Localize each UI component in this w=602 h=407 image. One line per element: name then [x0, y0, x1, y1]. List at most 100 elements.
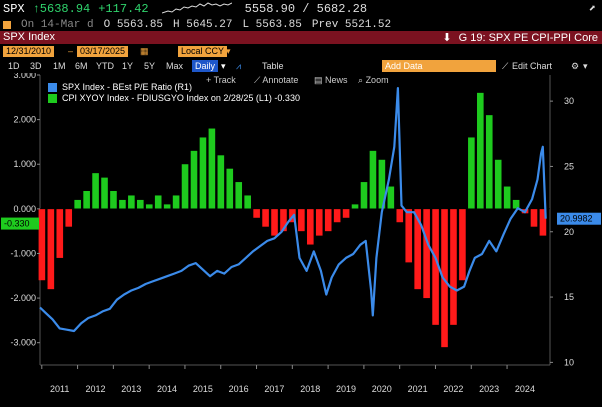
spread-bar	[396, 208, 404, 223]
spread-bar	[244, 195, 251, 209]
spread-bar	[324, 208, 332, 232]
news-button-wrap: ▤ News	[314, 75, 348, 86]
x-tick-label: 2021	[408, 384, 428, 394]
period-1d[interactable]: 1D	[8, 61, 20, 71]
news-icon[interactable]: ▤	[314, 75, 323, 85]
spread-bar	[360, 182, 368, 209]
zoom-icon[interactable]: ⌕	[358, 75, 364, 85]
security-title[interactable]: SPX Index	[3, 31, 55, 43]
spread-bar	[539, 208, 547, 236]
track-button-wrap: + Track	[206, 75, 236, 85]
edit-chart-button[interactable]: Edit Chart	[512, 61, 553, 71]
spread-bar	[280, 208, 287, 232]
spread-bar	[477, 92, 484, 209]
share-icon[interactable]: ⬈	[588, 2, 596, 16]
track-button[interactable]: Track	[213, 75, 236, 85]
spread-bar	[530, 208, 538, 227]
chart-toolbar: 1D 3D 1M 6M YTD 1Y 5Y Max Daily ▾ ⩘ Tabl…	[0, 60, 602, 72]
period-1m[interactable]: 1M	[53, 61, 66, 71]
period-5y[interactable]: 5Y	[144, 61, 156, 71]
x-tick-label: 2015	[193, 384, 213, 394]
edit-chart-icon[interactable]: ⟋	[502, 61, 509, 71]
spread-bar	[190, 150, 198, 209]
legend-swatch-cpi	[48, 93, 57, 103]
x-tick-label: 2011	[50, 384, 69, 394]
x-tick-label: 2017	[264, 384, 284, 394]
x-tick-label: 2019	[336, 384, 356, 394]
right-value-box	[557, 212, 601, 225]
x-tick-label: 2012	[85, 384, 105, 394]
x-tick-label: 2016	[229, 384, 249, 394]
spread-bar	[342, 208, 350, 218]
right-tick-label: 25	[564, 161, 574, 171]
calendar-icon[interactable]: ▦	[140, 46, 149, 56]
annotate-button-wrap: ⟋ Annotate	[254, 75, 298, 86]
right-tick-label: 15	[564, 292, 574, 302]
low-price: L 5563.85	[242, 18, 302, 31]
annotate-button[interactable]: Annotate	[262, 75, 299, 85]
frequency-dropdown-icon[interactable]: ▾	[221, 61, 226, 71]
spread-bar	[128, 195, 135, 209]
start-date-field[interactable]: 12/31/2010	[3, 46, 55, 57]
x-tick-label: 2013	[121, 384, 141, 394]
x-tick-label: 2018	[300, 384, 320, 394]
chart-type-icon[interactable]: ⩘	[236, 61, 242, 71]
legend-label-pe: SPX Index - BEst P/E Ratio (R1)	[62, 82, 193, 92]
spread-bar	[450, 208, 457, 325]
spread-bar	[226, 168, 234, 209]
spread-bar	[387, 186, 395, 209]
spread-bar	[262, 208, 269, 227]
high-price: H 5645.27	[173, 18, 233, 31]
frequency-select[interactable]: Daily	[192, 60, 219, 72]
period-1y[interactable]: 1Y	[122, 61, 134, 71]
end-date-field[interactable]: 03/17/2025	[77, 46, 129, 57]
legend-item-pe[interactable]: SPX Index - BEst P/E Ratio (R1)	[48, 82, 192, 92]
table-button[interactable]: Table	[262, 61, 284, 71]
spread-bar	[217, 155, 225, 209]
track-icon[interactable]: +	[206, 75, 212, 85]
spread-bar	[333, 208, 341, 223]
spread-bar	[47, 208, 55, 290]
spread-bar	[414, 208, 421, 290]
currency-select[interactable]: Local CCY	[178, 46, 228, 57]
spread-bar	[459, 208, 466, 281]
spread-bar	[74, 199, 81, 209]
chart-area[interactable]: 3.000 2.000 1.000 0.000 -1.000 -2.000 -3.000 30…	[0, 73, 602, 407]
right-value-label: 20.9982	[560, 214, 593, 224]
period-max[interactable]: Max	[166, 61, 184, 71]
chart-name[interactable]: G 19: SPX PE CPI-PPI Core	[458, 32, 598, 44]
left-tick-label: 0.000	[13, 204, 36, 214]
day-range: 5558.90 / 5682.28	[244, 1, 368, 16]
ohlc-row: On 14-Mar d O 5563.85 H 5645.27 L 5563.8…	[0, 17, 602, 32]
x-tick-label: 2020	[372, 384, 392, 394]
period-ytd[interactable]: YTD	[96, 61, 114, 71]
download-icon[interactable]: ⬇	[442, 32, 452, 44]
date-separator: –	[68, 46, 74, 56]
currency-dropdown-icon[interactable]: ▾	[226, 46, 231, 56]
spread-bar	[119, 199, 126, 209]
zoom-button[interactable]: Zoom	[365, 75, 389, 85]
settings-dropdown-icon[interactable]: ▾	[583, 61, 588, 71]
spread-bar	[181, 164, 189, 209]
left-tick-label: -1.000	[10, 248, 36, 258]
legend-swatch-pe	[48, 82, 57, 92]
annotate-icon[interactable]: ⟋	[254, 75, 261, 85]
period-3d[interactable]: 3D	[30, 61, 42, 71]
period-6m[interactable]: 6M	[75, 61, 88, 71]
spread-bar	[512, 199, 520, 209]
add-data-field[interactable]: Add Data	[382, 60, 496, 72]
news-button[interactable]: News	[325, 75, 348, 85]
spread-bar	[351, 204, 359, 209]
legend-item-cpi[interactable]: CPI XYOY Index - FDIUSGYO Index on 2/28/…	[48, 93, 300, 103]
left-tick-label: -2.000	[10, 293, 36, 303]
spread-bar	[101, 177, 108, 209]
right-tick-label: 30	[564, 96, 574, 106]
ticker-symbol[interactable]: SPX	[3, 1, 25, 16]
settings-icon[interactable]: ⚙	[571, 61, 580, 71]
spread-bar	[503, 186, 511, 209]
spread-bar	[137, 199, 144, 209]
spread-bar	[145, 204, 153, 209]
zoom-button-wrap: ⌕ Zoom	[358, 75, 389, 86]
spread-bar	[271, 208, 278, 236]
chart-title-bar: SPX Index ⬇ G 19: SPX PE CPI-PPI Core	[0, 31, 602, 44]
